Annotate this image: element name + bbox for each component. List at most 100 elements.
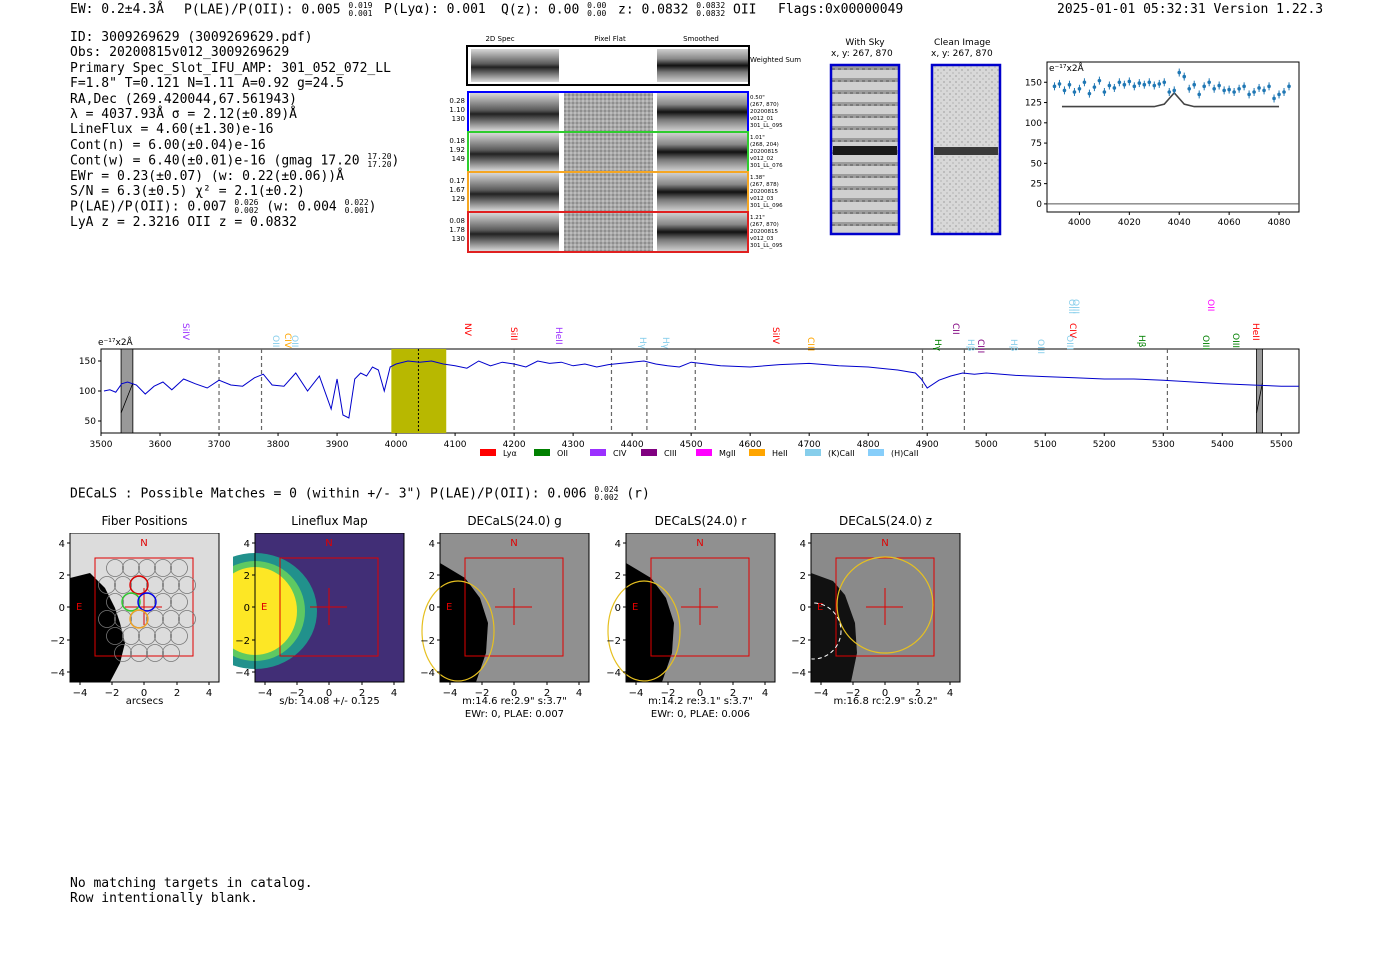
- aperture-box: [279, 557, 379, 657]
- cutout-row-frame: [467, 211, 749, 253]
- panel-image-group: N E −4 −4 −2 −2 0 0 2 2 4 4: [50, 533, 220, 699]
- spec-xtick-label: 5000: [975, 440, 998, 450]
- info-lineflux: LineFlux = 4.60(±1.30)e-16: [70, 122, 274, 138]
- sky-images: [829, 63, 1002, 236]
- aperture-box: [464, 557, 564, 657]
- panel-xtick-label: −4: [73, 688, 88, 699]
- zoom-data-point: [1207, 80, 1211, 85]
- spectrum-line: [103, 360, 1299, 419]
- panel-caption: s/b: 14.08 +/- 0.125: [279, 696, 380, 707]
- cutout-row-meta: 301_LL_095: [750, 243, 783, 249]
- zoom-ytick-label: 50: [1031, 159, 1043, 169]
- panel-ytick-label: −2: [606, 636, 621, 647]
- legend-swatch: [641, 449, 657, 456]
- fiber-circle: [122, 559, 140, 577]
- line-id-label: CIII: [805, 337, 815, 351]
- panel-title: Lineflux Map: [291, 514, 368, 528]
- panel-xtick-label: −2: [846, 688, 861, 699]
- panel-caption-2: EWr: 0, PLAE: 0.007: [464, 709, 565, 720]
- fiber-circle: [162, 610, 180, 628]
- fiber-circle: [162, 576, 180, 594]
- zoom-data-point: [1107, 83, 1112, 88]
- zoom-xtick-label: 4040: [1168, 218, 1191, 228]
- panel-image-group: N E −4 −4 −2 −2 0 0 2 2 4 4: [606, 533, 776, 699]
- fiber-circle: [106, 559, 124, 577]
- zoom-data-point: [1182, 74, 1187, 79]
- spec-xtick-label: 4600: [739, 440, 762, 450]
- fiber-circle: [170, 627, 188, 645]
- detection-info: ID: 3009269629 (3009269629.pdf) Obs: 202…: [70, 30, 399, 230]
- panel-title: DECaLS(24.0) r: [654, 514, 747, 528]
- zoom-data-point: [1237, 86, 1241, 91]
- decals-source-ellipse: [421, 580, 495, 682]
- panel-ytick-label: 4: [800, 539, 806, 550]
- aperture-box: [835, 557, 935, 657]
- zoom-data-point: [1187, 86, 1192, 91]
- panel-ytick-label: 0: [800, 603, 806, 614]
- line-id-label: OIII: [1035, 339, 1045, 354]
- fiber-circle: [154, 559, 172, 577]
- cutout-row-meta: 301_LL_076: [750, 163, 783, 169]
- spec-ytick-label: 50: [85, 417, 97, 427]
- panel-xtick-label: −4: [814, 688, 829, 699]
- fiber-circle: [170, 593, 188, 611]
- fiber-green: [121, 592, 141, 612]
- panel-ytick-label: −2: [791, 636, 806, 647]
- panel-ytick-label: 2: [800, 571, 806, 582]
- zoom-data-point: [1282, 90, 1286, 94]
- fiber-circle: [154, 627, 172, 645]
- cutout-row-meta: (267, 878): [750, 182, 779, 188]
- fiber-circle: [106, 593, 124, 611]
- with-sky-xy: x, y: 267, 870: [831, 49, 893, 59]
- zoom-ytick-label: 100: [1025, 119, 1042, 129]
- panel-ytick-label: −4: [420, 668, 435, 679]
- info-contw: Cont(w) = 6.40(±0.01)e-16 (gmag 17.20 17…: [70, 152, 400, 170]
- panel-ytick-label: −4: [791, 668, 806, 679]
- zoom-chart: e⁻¹⁷x2Å 0 25 50 75 100 125 150 4000 4020 4040 4060…: [1025, 61, 1300, 228]
- cutout-smooth: [657, 173, 747, 211]
- zoom-data-point: [1277, 92, 1281, 97]
- cutout-row-stat: 1.78: [449, 226, 465, 234]
- fiber-circle: [178, 610, 196, 628]
- spec-xtick-label: 4000: [385, 440, 408, 450]
- zoom-data-point: [1097, 78, 1102, 83]
- cutout-2d: [470, 93, 559, 131]
- fiber-circle: [178, 576, 196, 594]
- panel-ytick-label: 0: [429, 603, 435, 614]
- spec-xtick-label: 3900: [326, 440, 349, 450]
- line-id-label: Hγ: [637, 337, 647, 350]
- line-id-label: Hγ: [660, 337, 670, 350]
- panel-ytick-label: 2: [429, 571, 435, 582]
- line-id-label: Hγ: [932, 339, 942, 352]
- header-qz: Q(z): 0.00 0.00 0.00: [501, 1, 607, 18]
- spec-xtick-label: 5500: [1270, 440, 1293, 450]
- panel-ytick-label: 4: [59, 539, 65, 550]
- line-id-label: CIV: [1067, 323, 1077, 339]
- panel-caption: m:14.2 re:3.1" s:3.7": [648, 696, 753, 707]
- cutout-flat: [564, 133, 653, 171]
- cutout-row-meta: 20200815: [750, 149, 778, 155]
- line-id-label: OIII: [1230, 333, 1240, 348]
- east-label: E: [632, 602, 638, 613]
- info-ewr: EWr = 0.23(±0.07) (w: 0.22(±0.06))Å: [70, 168, 344, 184]
- legend-label: (H)CaII: [891, 449, 918, 458]
- cutout-row-meta: 301_LL_096: [750, 203, 783, 209]
- line-id-label: CIII: [975, 339, 985, 353]
- cutout-image-panel: N E −4 −4 −2 −2 0 0 2 2 4 4: [606, 533, 776, 699]
- header-z: z: 0.0832 0.0832 0.0832 OII: [618, 1, 757, 18]
- zoom-data-point: [1212, 86, 1216, 91]
- fiber-circle: [114, 576, 132, 594]
- panel-ytick-label: 4: [615, 539, 621, 550]
- east-label: E: [261, 602, 267, 613]
- panel-xtick-label: −2: [661, 688, 676, 699]
- footer-line2: Row intentionally blank.: [70, 891, 258, 906]
- legend-swatch: [749, 449, 765, 456]
- header-flags: Flags:0x00000049: [778, 2, 904, 17]
- cutout-row-meta: v012_02: [750, 156, 774, 162]
- line-id-label: HeII: [1250, 323, 1260, 341]
- zoom-data-point: [1242, 84, 1246, 89]
- clean-xy: x, y: 267, 870: [931, 49, 993, 59]
- line-id-label: OIII: [1064, 335, 1074, 350]
- panel-xtick-label: −4: [629, 688, 644, 699]
